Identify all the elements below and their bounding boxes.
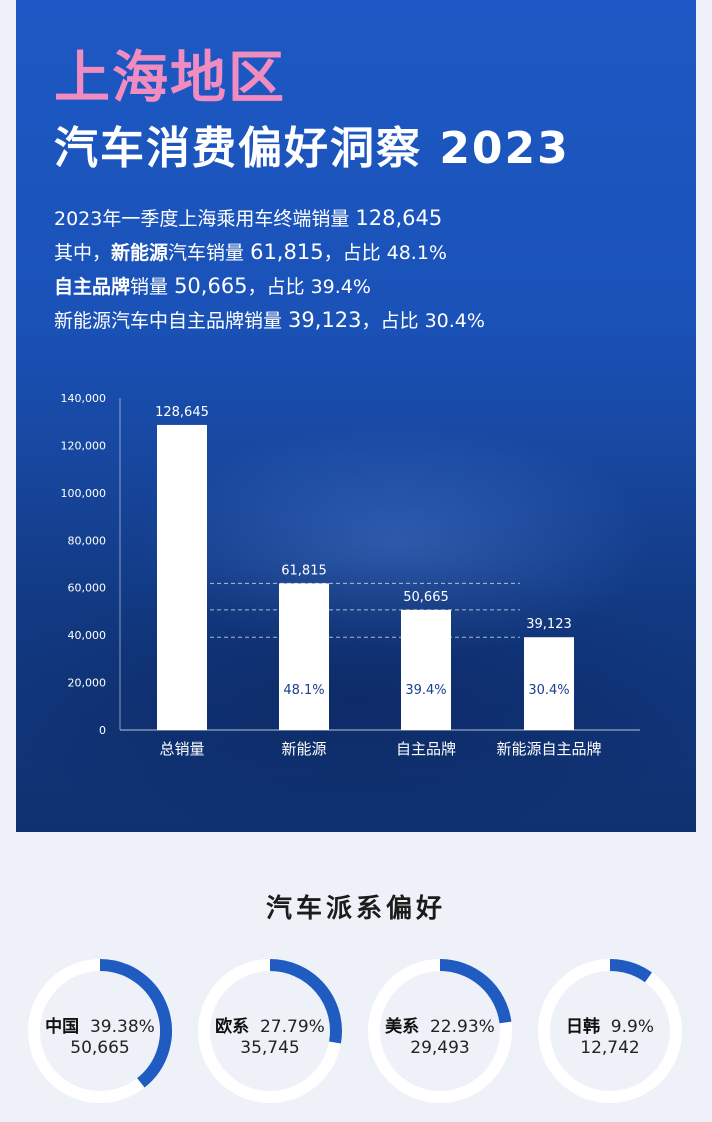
y-tick-label: 20,000 bbox=[68, 677, 107, 690]
donut-arc bbox=[609, 959, 652, 983]
y-tick-label: 100,000 bbox=[61, 487, 107, 500]
donut-arc bbox=[99, 959, 172, 1088]
donut-ring bbox=[28, 959, 172, 1103]
donut-ring bbox=[198, 959, 342, 1103]
donut-label: 日韩 9.9% bbox=[565, 1017, 654, 1037]
donut-europe: 欧系 27.79% 35,745 bbox=[195, 956, 345, 1106]
donut-ring bbox=[538, 959, 682, 1103]
donut-label: 欧系 27.79% bbox=[215, 1017, 325, 1037]
donut-value: 50,665 bbox=[70, 1038, 130, 1058]
stat-line-domestic: 自主品牌销量 50,665，占比 39.4% bbox=[54, 274, 371, 298]
donut-value: 29,493 bbox=[410, 1038, 470, 1058]
bar-value-label: 61,815 bbox=[281, 563, 327, 578]
donut-china: 中国 39.38% 50,665 bbox=[25, 956, 175, 1106]
stat-line-nev-domestic: 新能源汽车中自主品牌销量 39,123，占比 30.4% bbox=[54, 308, 485, 332]
bar bbox=[524, 637, 574, 730]
y-tick-label: 40,000 bbox=[68, 629, 107, 642]
y-tick-label: 80,000 bbox=[68, 534, 107, 547]
bar bbox=[279, 583, 329, 730]
donut-label: 美系 22.93% bbox=[385, 1017, 495, 1037]
bar-percent-label: 48.1% bbox=[283, 683, 324, 698]
x-category-label: 新能源 bbox=[281, 740, 326, 758]
bar bbox=[157, 424, 207, 730]
y-tick-label: 0 bbox=[99, 724, 106, 737]
stat-line-nev: 其中，新能源汽车销量 61,815，占比 48.1% bbox=[54, 240, 447, 264]
x-category-label: 新能源自主品牌 bbox=[496, 740, 601, 758]
donut-arc bbox=[269, 959, 342, 1044]
donut-value: 35,745 bbox=[240, 1038, 300, 1058]
y-tick-label: 140,000 bbox=[61, 392, 107, 405]
bar-percent-label: 30.4% bbox=[528, 683, 569, 698]
donut-label: 中国 39.38% bbox=[45, 1017, 155, 1037]
background-shadow bbox=[16, 560, 696, 832]
background-glow bbox=[136, 420, 656, 660]
donut-japan-korea: 日韩 9.9% 12,742 bbox=[535, 956, 685, 1106]
bar-value-label: 128,645 bbox=[155, 405, 209, 420]
donut-value: 12,742 bbox=[580, 1038, 640, 1058]
bar-value-label: 50,665 bbox=[403, 590, 449, 605]
bar bbox=[401, 609, 451, 730]
y-tick-label: 120,000 bbox=[61, 439, 107, 452]
bar-percent-label: 39.4% bbox=[405, 683, 446, 698]
sales-bar-chart: 0 20,000 40,000 60,000 80,000 100,000 120,000 1… bbox=[61, 392, 640, 758]
donut-usa: 美系 22.93% 29,493 bbox=[365, 956, 515, 1106]
stat-line-total: 2023年一季度上海乘用车终端销量 128,645 bbox=[54, 206, 443, 230]
x-category-label: 自主品牌 bbox=[396, 740, 456, 758]
donut-ring bbox=[368, 959, 512, 1103]
page-title-topic: 汽车消费偏好洞察 2023 bbox=[54, 123, 570, 174]
x-category-label: 总销量 bbox=[159, 740, 204, 758]
bar-value-label: 39,123 bbox=[526, 617, 572, 632]
hero-panel: 上海地区 汽车消费偏好洞察 2023 2023年一季度上海乘用车终端销量 128… bbox=[16, 0, 696, 832]
y-tick-label: 60,000 bbox=[68, 582, 107, 595]
page-title-region: 上海地区 bbox=[54, 46, 286, 111]
donut-arc bbox=[439, 959, 512, 1024]
brand-origin-title: 汽车派系偏好 bbox=[265, 894, 446, 924]
